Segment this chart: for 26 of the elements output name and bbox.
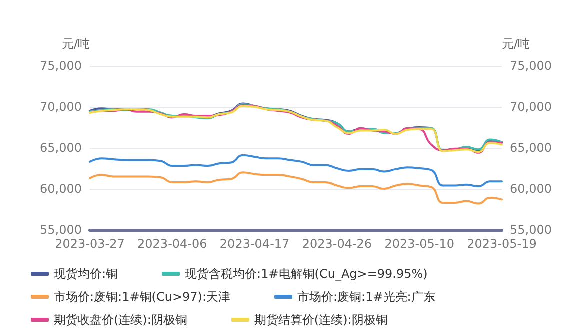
y2-tick-label: 55,000 — [510, 223, 552, 237]
y-tick-label: 70,000 — [40, 100, 82, 114]
legend-label: 期货收盘价(连续):阴极铜 — [54, 313, 188, 327]
legend-label: 市场价:废铜:1#光亮:广东 — [297, 290, 436, 304]
y-tick-label: 75,000 — [40, 59, 82, 73]
x-tick-label: 2023-04-26 — [302, 237, 372, 251]
x-tick-label: 2023-04-06 — [138, 237, 208, 251]
y2-axis-title: 元/吨 — [502, 37, 530, 51]
x-tick-label: 2023-05-19 — [467, 237, 537, 251]
x-tick-label: 2023-04-17 — [220, 237, 290, 251]
x-tick-label: 2023-03-27 — [55, 237, 125, 251]
legend-label: 现货均价:铜 — [54, 267, 118, 281]
x-tick-label: 2023-05-10 — [384, 237, 454, 251]
y-tick-label: 60,000 — [40, 182, 82, 196]
y2-tick-label: 75,000 — [510, 59, 552, 73]
y-tick-label: 65,000 — [40, 141, 82, 155]
y-tick-label: 55,000 — [40, 223, 82, 237]
y-axis-title: 元/吨 — [62, 37, 90, 51]
legend-label: 现货含税均价:1#电解铜(Cu_Ag>=99.95%) — [185, 267, 428, 281]
y2-tick-label: 65,000 — [510, 141, 552, 155]
legend-label: 市场价:废铜:1#铜(Cu>97):天津 — [54, 290, 230, 304]
line-series — [89, 172, 503, 205]
y2-tick-label: 70,000 — [510, 100, 552, 114]
legend-label: 期货结算价(连续):阴极铜 — [254, 313, 388, 327]
y2-tick-label: 60,000 — [510, 182, 552, 196]
line-series — [89, 154, 503, 188]
